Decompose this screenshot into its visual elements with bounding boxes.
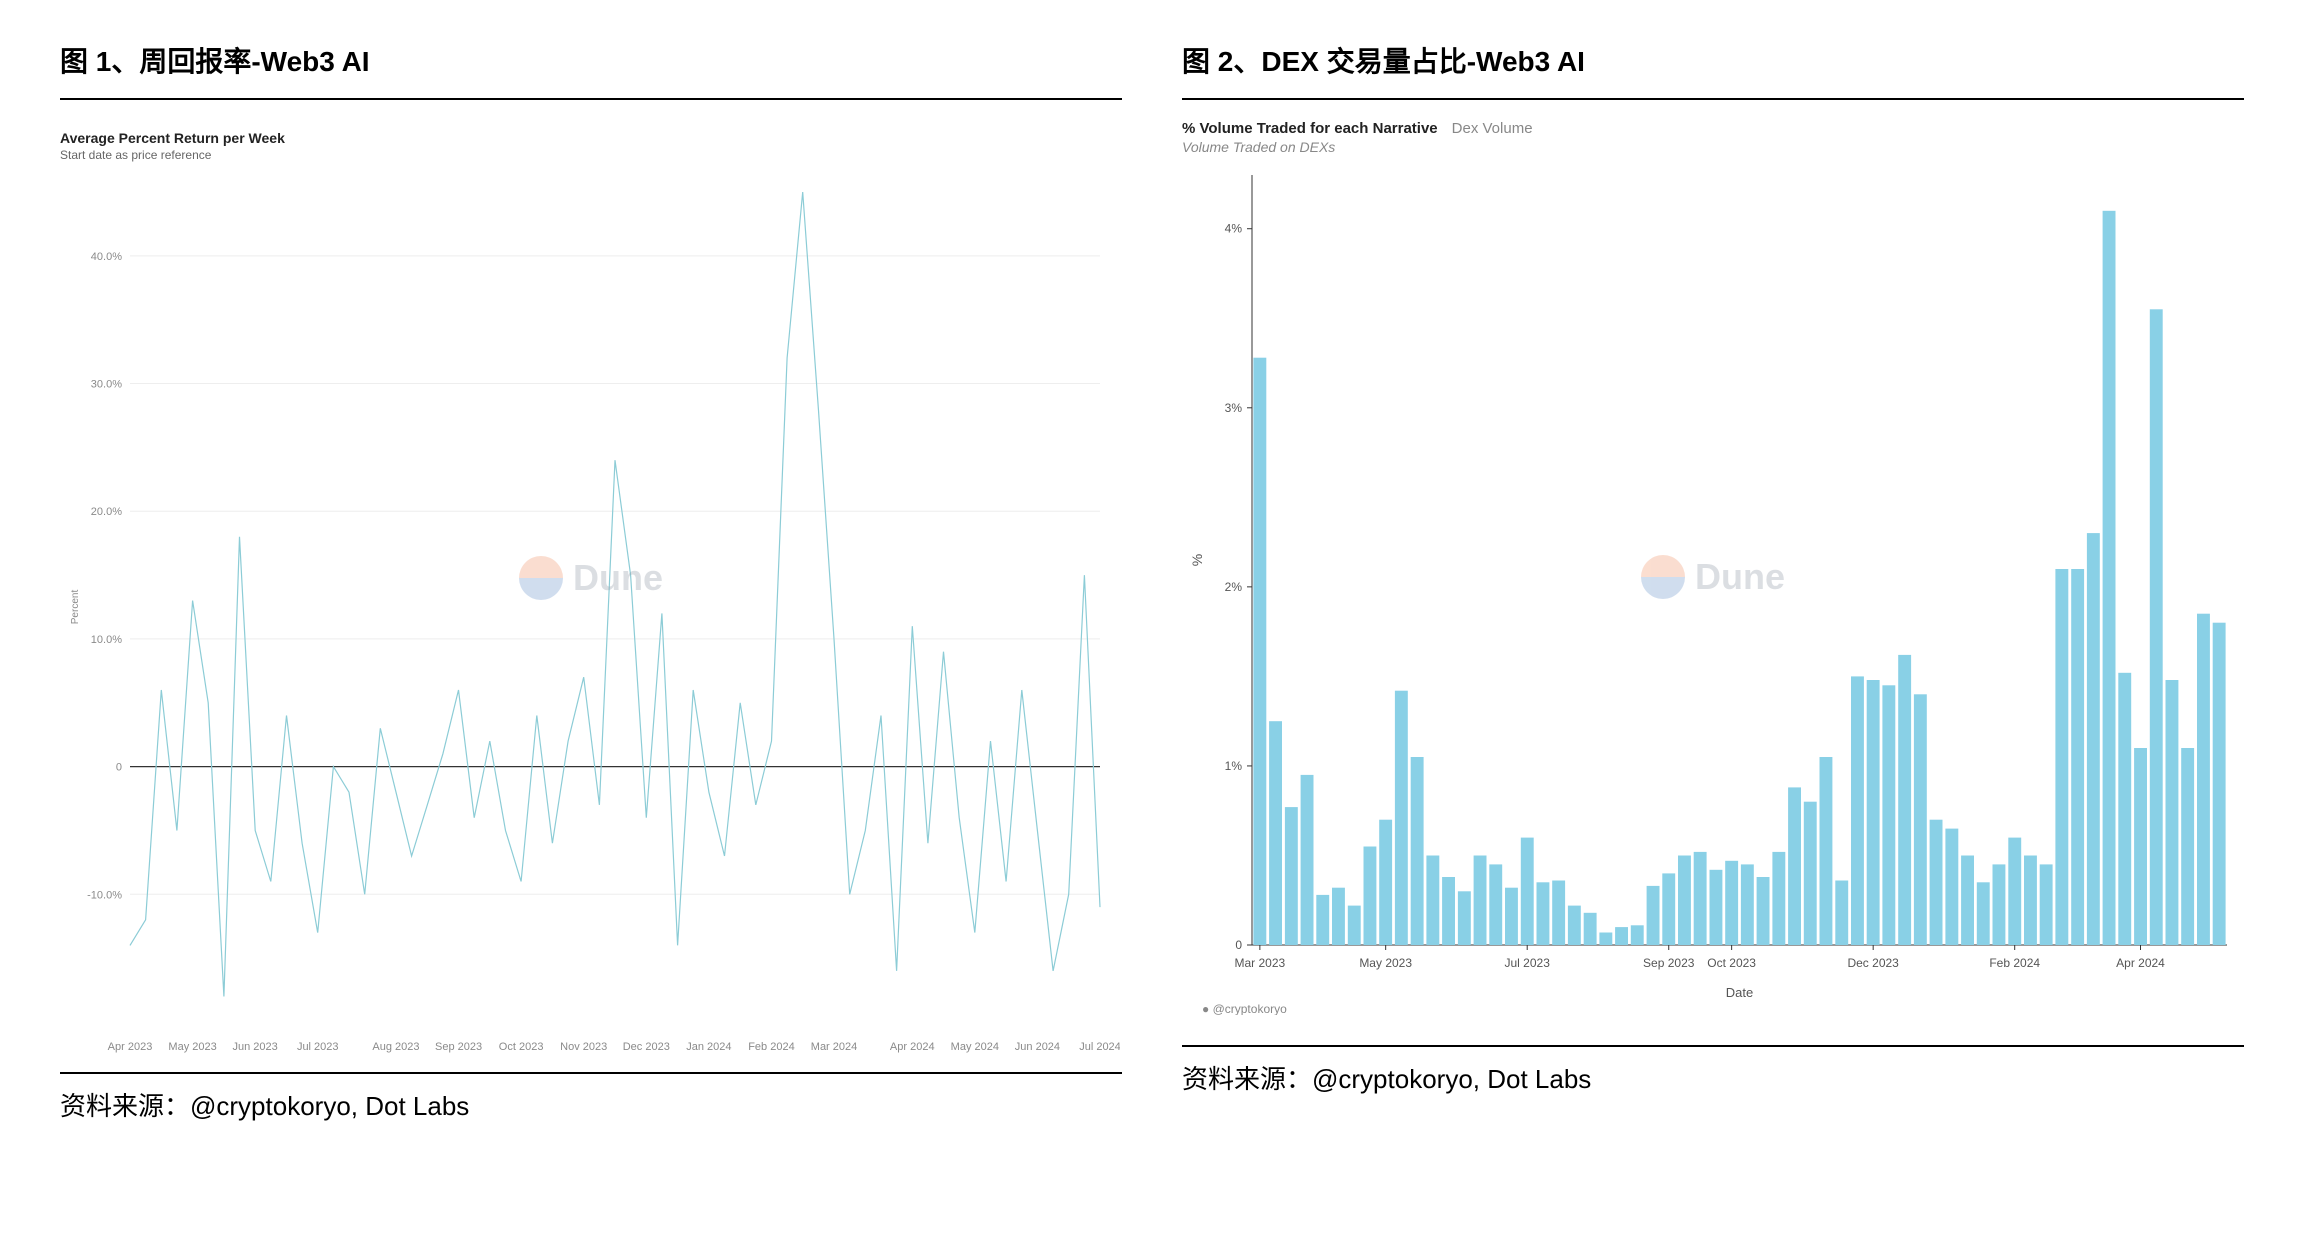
svg-text:Jul 2024: Jul 2024 — [1079, 1041, 1120, 1053]
svg-text:Dec 2023: Dec 2023 — [623, 1041, 670, 1053]
svg-text:May 2024: May 2024 — [951, 1041, 999, 1053]
figure-2-source: 资料来源：@cryptokoryo, Dot Labs — [1182, 1045, 2244, 1096]
line-chart-container: -10.0% 0 10.0% 20.0% 30.0% 40.0% Percent Apr 20… — [60, 182, 1122, 1062]
panel-right: 图 2、DEX 交易量占比-Web3 AI % Volume Traded fo… — [1182, 40, 2244, 1123]
svg-text:0: 0 — [116, 762, 122, 774]
svg-text:40.0%: 40.0% — [91, 251, 122, 263]
svg-text:Feb 2024: Feb 2024 — [1989, 956, 2040, 970]
svg-text:1%: 1% — [1225, 759, 1243, 773]
svg-text:Sep 2023: Sep 2023 — [1643, 956, 1695, 970]
svg-text:Percent: Percent — [70, 590, 81, 625]
svg-text:May 2023: May 2023 — [168, 1041, 216, 1053]
svg-text:30.0%: 30.0% — [91, 379, 122, 391]
svg-text:3%: 3% — [1225, 401, 1243, 415]
svg-text:Jun 2023: Jun 2023 — [233, 1041, 278, 1053]
bar-chart-title-a: % Volume Traded for each Narrative — [1182, 120, 1438, 137]
svg-text:Jun 2024: Jun 2024 — [1015, 1041, 1060, 1053]
svg-text:Nov 2023: Nov 2023 — [560, 1041, 607, 1053]
svg-text:Oct 2023: Oct 2023 — [1707, 956, 1756, 970]
svg-text:Jul 2023: Jul 2023 — [1505, 956, 1551, 970]
svg-text:Dec 2023: Dec 2023 — [1847, 956, 1899, 970]
bar-chart-title-c: Volume Traded on DEXs — [1182, 139, 2244, 155]
bar-chart-title-b: Dex Volume — [1452, 120, 1533, 137]
svg-text:Mar 2023: Mar 2023 — [1235, 956, 1286, 970]
panel-left: 图 1、周回报率-Web3 AI Average Percent Return … — [60, 40, 1122, 1123]
svg-text:Oct 2023: Oct 2023 — [499, 1041, 544, 1053]
line-chart-title: Average Percent Return per Week — [60, 130, 1122, 146]
svg-text:-10.0%: -10.0% — [87, 889, 122, 901]
bar-chart: 0 1% 2% 3% 4%% Mar 2023 May 2023 Jul 2023 Sep 20… — [1182, 155, 2242, 1015]
svg-text:● @cryptokoryo: ● @cryptokoryo — [1202, 1002, 1287, 1015]
line-chart-subtitle: Start date as price reference — [60, 148, 1122, 162]
svg-text:Apr 2023: Apr 2023 — [108, 1041, 153, 1053]
svg-text:Date: Date — [1726, 985, 1753, 1000]
svg-text:20.0%: 20.0% — [91, 506, 122, 518]
figure-1-title: 图 1、周回报率-Web3 AI — [60, 40, 1122, 100]
svg-text:2%: 2% — [1225, 580, 1243, 594]
svg-text:Jan 2024: Jan 2024 — [686, 1041, 731, 1053]
svg-text:0: 0 — [1235, 938, 1242, 952]
figure-1-source: 资料来源：@cryptokoryo, Dot Labs — [60, 1072, 1122, 1123]
svg-text:Aug 2023: Aug 2023 — [372, 1041, 419, 1053]
svg-text:Sep 2023: Sep 2023 — [435, 1041, 482, 1053]
svg-text:4%: 4% — [1225, 222, 1243, 236]
bar-chart-container: 0 1% 2% 3% 4%% Mar 2023 May 2023 Jul 2023 Sep 20… — [1182, 155, 2244, 1035]
svg-text:Jul 2023: Jul 2023 — [297, 1041, 339, 1053]
svg-text:Apr 2024: Apr 2024 — [890, 1041, 935, 1053]
svg-text:%: % — [1189, 554, 1205, 566]
svg-text:Feb 2024: Feb 2024 — [748, 1041, 794, 1053]
svg-text:Apr 2024: Apr 2024 — [2116, 956, 2165, 970]
svg-text:Mar 2024: Mar 2024 — [811, 1041, 857, 1053]
figure-2-title: 图 2、DEX 交易量占比-Web3 AI — [1182, 40, 2244, 100]
svg-text:May 2023: May 2023 — [1359, 956, 1412, 970]
svg-text:10.0%: 10.0% — [91, 634, 122, 646]
line-chart: -10.0% 0 10.0% 20.0% 30.0% 40.0% Percent Apr 20… — [60, 182, 1120, 1062]
